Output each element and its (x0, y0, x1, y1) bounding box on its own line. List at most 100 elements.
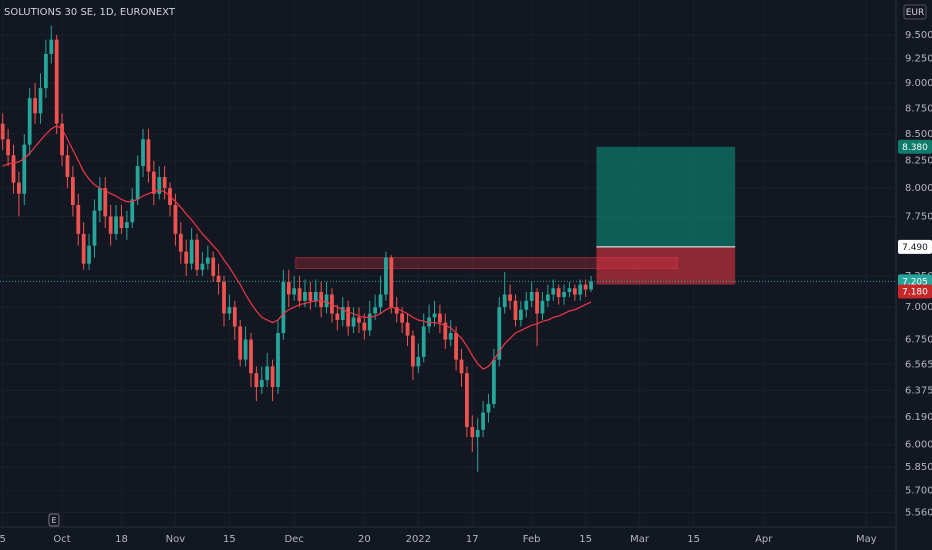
candle-body[interactable] (108, 216, 113, 234)
candle-body[interactable] (518, 309, 523, 320)
candle-body[interactable] (276, 333, 280, 388)
candle-body[interactable] (189, 239, 194, 264)
candle-body[interactable] (286, 282, 291, 295)
candle-body[interactable] (443, 322, 448, 340)
candle-body[interactable] (205, 257, 210, 264)
candle-body[interactable] (427, 317, 431, 327)
candle-body[interactable] (572, 288, 577, 295)
candle-body[interactable] (114, 216, 118, 234)
candle-body[interactable] (184, 251, 189, 264)
candle-body[interactable] (33, 98, 37, 114)
candle-body[interactable] (384, 257, 388, 295)
candle-body[interactable] (38, 88, 43, 114)
candle-body[interactable] (60, 123, 64, 156)
candle-body[interactable] (545, 294, 550, 301)
candle-body[interactable] (535, 292, 539, 314)
candle-body[interactable] (146, 139, 151, 172)
candle-body[interactable] (578, 284, 583, 295)
candle-body[interactable] (562, 292, 566, 298)
candle-body[interactable] (0, 123, 5, 140)
candle-body[interactable] (335, 313, 340, 320)
candle-body[interactable] (281, 282, 286, 334)
candle-body[interactable] (265, 366, 270, 381)
candle-body[interactable] (589, 281, 593, 290)
candle-body[interactable] (178, 233, 183, 252)
candle-body[interactable] (432, 313, 437, 318)
candle-body[interactable] (556, 288, 561, 298)
currency-badge[interactable] (903, 4, 927, 20)
candle-body[interactable] (270, 366, 275, 388)
candle-body[interactable] (513, 300, 518, 320)
candle-body[interactable] (524, 300, 529, 310)
candle-body[interactable] (567, 288, 572, 293)
candle-body[interactable] (162, 177, 167, 189)
candle-body[interactable] (65, 155, 70, 178)
candle-body[interactable] (411, 335, 415, 367)
candle-body[interactable] (367, 313, 372, 331)
candle-body[interactable] (232, 307, 237, 327)
candle-body[interactable] (459, 359, 464, 374)
candle-body[interactable] (238, 326, 243, 360)
candle-body[interactable] (11, 155, 16, 183)
candle-body[interactable] (173, 205, 178, 234)
candle-body[interactable] (378, 294, 383, 308)
candle-body[interactable] (119, 216, 124, 229)
event-label[interactable]: E (51, 516, 56, 525)
candle-body[interactable] (416, 356, 421, 367)
candle-body[interactable] (22, 144, 27, 194)
candle-body[interactable] (151, 171, 156, 194)
candle-body[interactable] (583, 284, 588, 290)
candle-body[interactable] (130, 199, 135, 223)
candle-body[interactable] (405, 322, 410, 336)
candle-body[interactable] (227, 307, 232, 314)
candle-body[interactable] (135, 166, 140, 200)
candle-body[interactable] (216, 275, 221, 283)
candle-body[interactable] (97, 188, 102, 211)
candle-body[interactable] (486, 403, 491, 413)
candle-body[interactable] (249, 339, 253, 374)
candle-body[interactable] (465, 373, 469, 427)
candle-body[interactable] (394, 307, 399, 314)
candle-body[interactable] (551, 288, 556, 295)
candle-body[interactable] (438, 313, 442, 323)
candle-body[interactable] (324, 294, 329, 308)
candle-body[interactable] (357, 317, 361, 323)
candle-body[interactable] (103, 188, 108, 217)
candle-body[interactable] (157, 177, 162, 194)
candle-body[interactable] (243, 339, 248, 360)
candle-body[interactable] (49, 39, 54, 54)
candle-body[interactable] (491, 359, 496, 404)
candle-body[interactable] (346, 307, 351, 327)
candle-body[interactable] (87, 245, 91, 264)
candle-body[interactable] (6, 139, 10, 156)
candle-body[interactable] (529, 292, 534, 301)
candle-body[interactable] (70, 177, 75, 206)
candle-body[interactable] (200, 263, 205, 270)
event-marker[interactable] (48, 513, 60, 527)
candle-body[interactable] (475, 429, 480, 438)
candle-body[interactable] (454, 333, 458, 360)
candle-body[interactable] (481, 412, 485, 430)
candle-body[interactable] (17, 182, 21, 194)
candle-body[interactable] (81, 233, 86, 264)
candle-body[interactable] (43, 53, 48, 89)
candle-body[interactable] (303, 292, 307, 301)
candle-body[interactable] (292, 288, 297, 295)
candle-body[interactable] (54, 39, 59, 124)
candle-body[interactable] (27, 98, 32, 145)
candle-body[interactable] (211, 257, 216, 276)
currency[interactable]: EUR (906, 8, 925, 18)
candle-body[interactable] (540, 300, 545, 314)
candle-body[interactable] (421, 326, 426, 357)
candle-body[interactable] (508, 294, 512, 301)
candle-body[interactable] (222, 282, 226, 314)
candle-body[interactable] (308, 292, 313, 301)
candle-body[interactable] (448, 333, 453, 340)
candle-body[interactable] (497, 307, 502, 360)
candle-body[interactable] (124, 222, 129, 229)
candle-body[interactable] (76, 205, 81, 234)
candle-body[interactable] (502, 294, 507, 308)
candle-body[interactable] (351, 317, 356, 327)
candle-body[interactable] (373, 307, 378, 314)
candle-body[interactable] (297, 288, 302, 301)
